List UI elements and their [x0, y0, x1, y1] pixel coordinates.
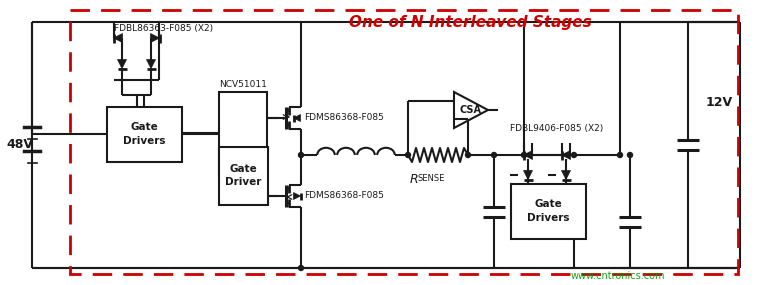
Text: SENSE: SENSE [418, 174, 446, 183]
Polygon shape [562, 170, 571, 180]
Text: One of N Interleaved Stages: One of N Interleaved Stages [349, 15, 591, 30]
Text: NCV51011: NCV51011 [219, 80, 267, 89]
Text: Gate
Driver: Gate Driver [225, 164, 262, 187]
Text: R: R [410, 173, 418, 186]
Polygon shape [293, 115, 300, 121]
Circle shape [465, 152, 471, 158]
FancyBboxPatch shape [219, 92, 267, 176]
Circle shape [491, 152, 496, 158]
Text: www.cntronics.com: www.cntronics.com [571, 271, 666, 281]
Text: FDBL86363-F085 (X2): FDBL86363-F085 (X2) [114, 23, 213, 32]
Circle shape [618, 152, 622, 158]
Polygon shape [293, 192, 300, 199]
Circle shape [406, 152, 411, 158]
Polygon shape [114, 34, 123, 42]
Text: Gate
Drivers: Gate Drivers [527, 200, 569, 223]
Text: FDBL9406-F085 (X2): FDBL9406-F085 (X2) [510, 123, 603, 133]
Polygon shape [146, 60, 155, 68]
FancyBboxPatch shape [510, 184, 585, 239]
Polygon shape [524, 170, 533, 180]
Text: 12V: 12V [706, 95, 733, 109]
Polygon shape [524, 150, 533, 160]
Text: CSA: CSA [459, 105, 481, 115]
Circle shape [299, 266, 303, 270]
Text: 48V: 48V [6, 139, 33, 152]
Polygon shape [117, 60, 127, 68]
Polygon shape [562, 150, 571, 160]
Circle shape [299, 152, 303, 158]
Text: Gate
Drivers: Gate Drivers [123, 122, 165, 146]
FancyBboxPatch shape [107, 107, 181, 162]
Circle shape [572, 152, 577, 158]
Circle shape [628, 152, 632, 158]
Text: FDMS86368-F085: FDMS86368-F085 [304, 192, 384, 201]
FancyBboxPatch shape [218, 146, 268, 205]
Polygon shape [151, 34, 159, 42]
Text: FDMS86368-F085: FDMS86368-F085 [304, 113, 384, 123]
Circle shape [522, 152, 527, 158]
